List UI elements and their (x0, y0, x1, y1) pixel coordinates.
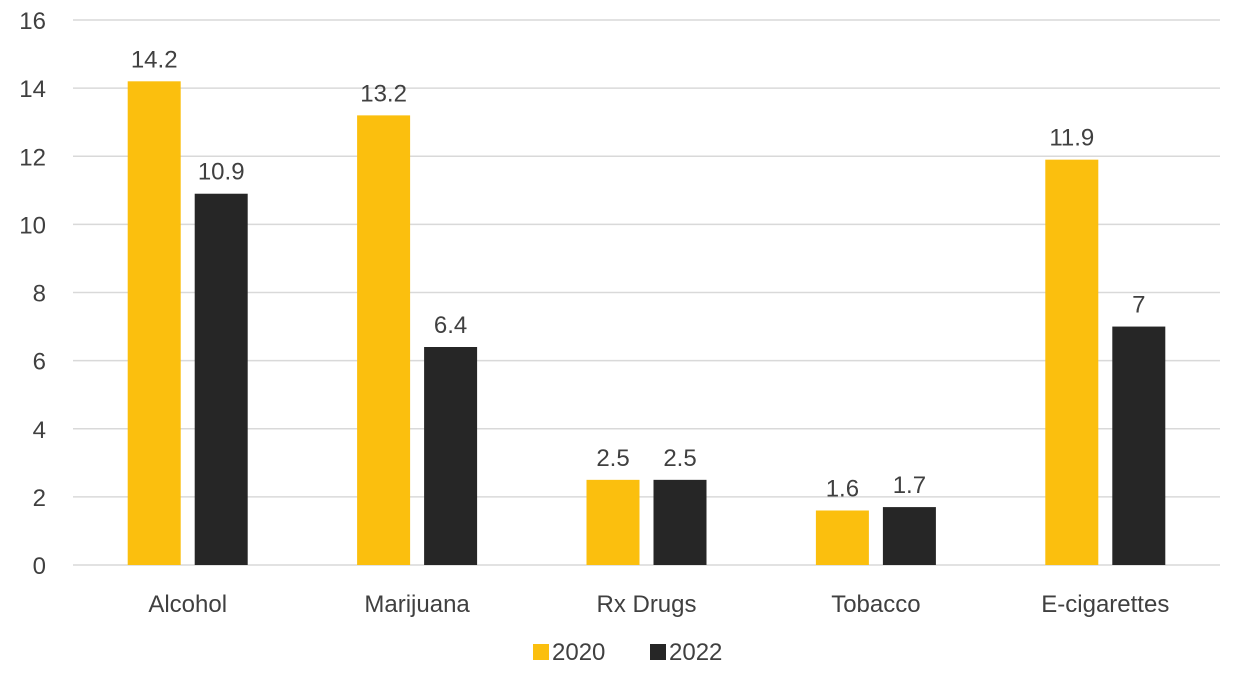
y-tick-label: 14 (19, 76, 46, 103)
bar-2022-e-cigarettes (1112, 326, 1166, 565)
bars (127, 81, 1166, 565)
bar-2022-tobacco (882, 507, 936, 565)
y-axis-tick-labels: 0 2 4 6 8 10 12 14 16 (19, 8, 46, 580)
legend: 2020 2022 (533, 639, 722, 666)
x-category-label: Tobacco (831, 591, 920, 618)
y-tick-label: 4 (33, 417, 46, 444)
data-label: 7 (1132, 292, 1145, 319)
y-tick-label: 16 (19, 8, 46, 35)
data-label: 1.6 (826, 476, 859, 503)
data-label: 6.4 (434, 312, 467, 339)
bar-2020-alcohol (127, 81, 181, 565)
x-category-label: Rx Drugs (596, 591, 696, 618)
legend-swatch-2020 (533, 644, 549, 660)
y-tick-label: 12 (19, 144, 46, 171)
y-tick-label: 10 (19, 212, 46, 239)
data-label: 2.5 (596, 445, 629, 472)
bar-2022-marijuana (424, 347, 478, 565)
bar-2022-rx-drugs (653, 479, 707, 565)
gridlines (73, 19, 1220, 566)
data-label: 11.9 (1049, 125, 1094, 152)
data-label: 10.9 (198, 159, 245, 186)
bar-2022-alcohol (194, 193, 248, 565)
y-tick-label: 6 (33, 349, 46, 376)
y-tick-label: 8 (33, 281, 46, 308)
legend-label: 2020 (552, 639, 605, 666)
x-category-label: E-cigarettes (1041, 591, 1169, 618)
legend-swatch-2022 (650, 644, 666, 660)
y-tick-label: 0 (33, 553, 46, 580)
data-label: 14.2 (131, 46, 178, 73)
bar-2020-marijuana (357, 115, 411, 565)
data-label: 2.5 (663, 445, 696, 472)
x-category-label: Marijuana (364, 591, 470, 618)
bar-2020-tobacco (815, 510, 869, 565)
data-labels: 14.2 10.9 13.2 6.4 2.5 2.5 1.6 1.7 11.9 7 (131, 46, 1146, 502)
x-axis-category-labels: Alcohol Marijuana Rx Drugs Tobacco E-cigaret… (148, 591, 1169, 618)
bar-2020-e-cigarettes (1045, 159, 1099, 565)
legend-label: 2022 (669, 639, 722, 666)
data-label: 13.2 (360, 80, 407, 107)
data-label: 1.7 (893, 472, 926, 499)
y-tick-label: 2 (33, 485, 46, 512)
bar-2020-rx-drugs (586, 479, 640, 565)
x-category-label: Alcohol (148, 591, 227, 618)
